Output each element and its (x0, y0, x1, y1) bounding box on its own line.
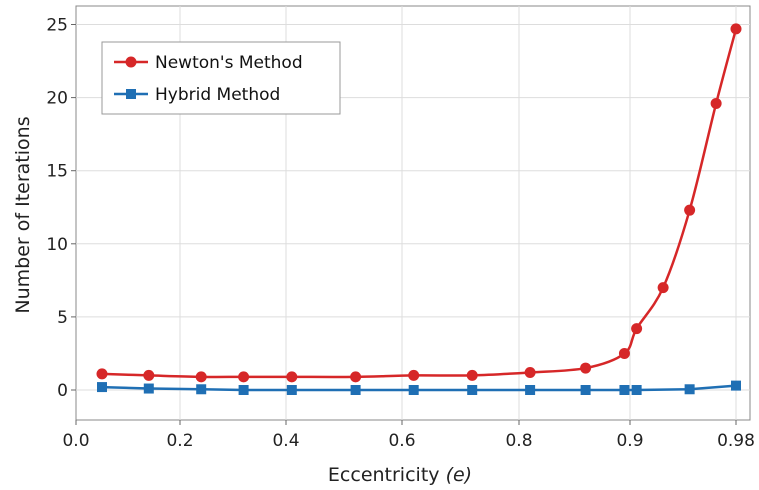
y-axis-title: Number of Iterations (12, 116, 34, 313)
data-point (619, 385, 630, 395)
data-point (467, 385, 478, 395)
data-point (408, 385, 419, 395)
data-point (286, 371, 298, 383)
y-tick-label: 5 (57, 308, 68, 328)
data-point (525, 385, 536, 395)
data-point (731, 380, 741, 391)
data-point (580, 362, 592, 374)
x-tick-label: 0.9 (616, 431, 643, 451)
data-point (286, 385, 297, 395)
x-tick-labels: 0.0 0.2 0.4 0.6 0.8 0.9 0.98 (62, 431, 754, 451)
legend-label-newton: Newton's Method (155, 53, 303, 73)
series-layer (96, 23, 742, 395)
data-point (710, 97, 722, 109)
x-axis-title: Eccentricity (e) (328, 464, 472, 486)
x-tick-label: 0.98 (717, 431, 755, 451)
data-point (657, 282, 669, 294)
data-point (96, 368, 108, 380)
x-axis-title-symbol: (e) (446, 464, 473, 486)
x-tick-label: 0.6 (388, 431, 415, 451)
legend-box (101, 41, 341, 115)
data-point (350, 385, 361, 395)
legend-marker-hybrid (126, 89, 136, 99)
x-axis-title-text: Eccentricity (328, 464, 440, 486)
legend-label-hybrid: Hybrid Method (155, 85, 280, 105)
data-point (143, 383, 154, 394)
y-tick-labels: 0 5 10 15 20 25 (46, 16, 68, 402)
legend-marker-newton (125, 56, 137, 68)
data-point (97, 382, 107, 393)
data-point (730, 23, 742, 35)
y-tick-label: 0 (57, 381, 68, 401)
data-point (580, 385, 591, 395)
data-point (524, 366, 536, 378)
data-point (466, 369, 478, 381)
data-point (408, 369, 420, 381)
data-point (631, 323, 643, 335)
data-point (195, 371, 207, 383)
data-point (196, 384, 207, 395)
x-tick-label: 0.8 (505, 431, 532, 451)
data-point (238, 385, 249, 395)
data-point (618, 347, 630, 359)
x-tick-label: 0.0 (62, 431, 89, 451)
data-point (350, 371, 362, 383)
y-tick-label: 25 (46, 16, 68, 36)
y-tick-label: 10 (46, 235, 68, 255)
series-0 (96, 23, 742, 383)
data-point (684, 204, 696, 216)
legend: Newton's Method Hybrid Method (101, 41, 341, 115)
series-line (101, 28, 738, 379)
x-tick-label: 0.4 (272, 431, 299, 451)
series-1 (97, 380, 741, 395)
x-tick-label: 0.2 (166, 431, 193, 451)
data-point (631, 385, 642, 395)
y-tick-label: 15 (46, 162, 68, 182)
data-point (684, 384, 695, 395)
y-tick-label: 20 (46, 89, 68, 109)
data-point (143, 369, 155, 381)
data-point (238, 371, 250, 383)
